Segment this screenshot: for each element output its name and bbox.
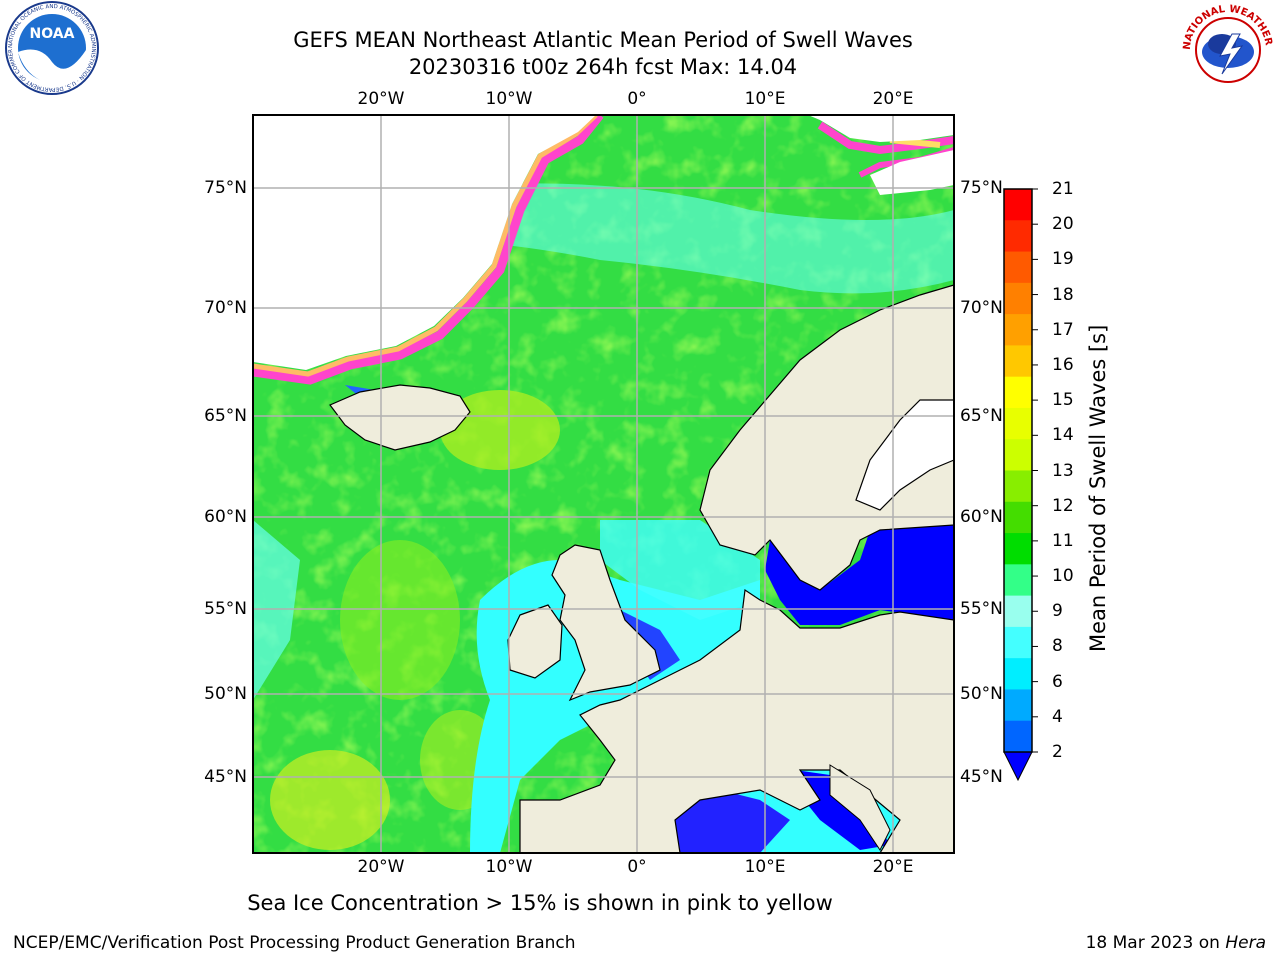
footer-date-text: 18 Mar 2023 on	[1085, 933, 1226, 953]
lat-tick-right: 50°N	[960, 684, 1003, 704]
lon-tick-bottom: 20°E	[872, 857, 914, 877]
colorbar-tick-label: 15	[1052, 390, 1074, 411]
footer-date: 18 Mar 2023 on Hera	[1086, 933, 1266, 953]
colorbar-bin	[1004, 720, 1032, 753]
map-frame	[252, 114, 955, 854]
footer-credit: NCEP/EMC/Verification Post Processing Pr…	[13, 933, 576, 953]
colorbar-tick-label: 9	[1052, 601, 1063, 622]
cyan-belt-north	[420, 183, 954, 294]
colorbar-tick-label: 16	[1052, 354, 1074, 375]
sea-ice-edge	[253, 115, 604, 385]
colorbar-bin	[1004, 658, 1032, 690]
nws-logo: NATIONAL WEATHER SERVICE	[1176, 0, 1274, 96]
colorbar-bin	[1004, 345, 1032, 378]
lon-tick-top: 10°W	[485, 89, 533, 109]
colorbar-bin	[1004, 564, 1032, 597]
colorbar-bin	[1004, 314, 1032, 346]
lon-tick-bottom: 0°	[627, 857, 647, 877]
lat-tick-left: 75°N	[204, 178, 247, 198]
colorbar-tick-label: 20	[1052, 214, 1074, 235]
noaa-logo-text: NOAA	[30, 26, 75, 42]
colorbar-tick-label: 21	[1052, 179, 1074, 199]
colorbar-bin	[1004, 595, 1032, 628]
lon-tick-top: 0°	[627, 89, 647, 109]
sea-ice-note: Sea Ice Concentration > 15% is shown in …	[247, 891, 833, 915]
colorbar	[1003, 188, 1038, 782]
colorbar-bin	[1004, 376, 1032, 409]
colorbar-tick-label: 17	[1052, 319, 1074, 340]
land-europe	[519, 588, 954, 853]
land-iceland	[329, 384, 471, 451]
lat-tick-left: 55°N	[204, 599, 247, 619]
noaa-logo: NOAA NATIONAL OCEANIC AND ATMOSPHERIC AD…	[0, 0, 99, 95]
lat-tick-right: 70°N	[960, 298, 1003, 318]
lat-tick-right: 75°N	[960, 178, 1003, 198]
lon-tick-bottom: 10°E	[744, 857, 786, 877]
lat-tick-left: 65°N	[204, 406, 247, 426]
footer-host: Hera	[1225, 933, 1266, 953]
baltic-sea	[765, 525, 954, 625]
graticule	[253, 115, 954, 853]
lat-tick-right: 65°N	[960, 406, 1003, 426]
land-great-britain	[551, 544, 661, 702]
colorbar-tick-label: 4	[1052, 706, 1063, 727]
colorbar-label: Mean Period of Swell Waves [s]	[1086, 324, 1110, 652]
lat-tick-right: 45°N	[960, 767, 1003, 787]
lon-tick-bottom: 10°W	[485, 857, 533, 877]
colorbar-bin	[1004, 407, 1032, 440]
colorbar-tick-label: 18	[1052, 284, 1074, 305]
colorbar-bin	[1004, 689, 1032, 722]
lat-tick-left: 45°N	[204, 767, 247, 787]
lat-tick-right: 55°N	[960, 599, 1003, 619]
colorbar-bin	[1004, 189, 1032, 221]
lat-tick-right: 60°N	[960, 507, 1003, 527]
colorbar-bin	[1004, 626, 1032, 659]
colorbar-bin	[1004, 470, 1032, 503]
lon-tick-top: 20°E	[872, 89, 914, 109]
colorbar-tick-label: 10	[1052, 566, 1074, 587]
colorbar-tick-label: 13	[1052, 460, 1074, 481]
lon-tick-top: 20°W	[357, 89, 405, 109]
colorbar-tick-label: 8	[1052, 636, 1063, 657]
greenland	[253, 115, 596, 370]
lat-tick-left: 70°N	[204, 298, 247, 318]
colorbar-bin	[1004, 282, 1032, 315]
land-scandinavia	[699, 284, 954, 591]
colorbar-tick-label: 11	[1052, 530, 1074, 551]
colorbar-tick-label: 2	[1052, 742, 1063, 762]
map-subtitle: 20230316 t00z 264h fcst Max: 14.04	[408, 55, 798, 79]
colorbar-bin	[1004, 220, 1032, 253]
colorbar-bin	[1004, 501, 1032, 534]
colorbar-tick-label: 12	[1052, 495, 1074, 516]
colorbar-bin	[1004, 251, 1032, 284]
svalbard	[808, 115, 954, 142]
map-title: GEFS MEAN Northeast Atlantic Mean Period…	[293, 28, 913, 52]
long-period-patch	[440, 390, 560, 470]
colorbar-bin	[1004, 439, 1032, 471]
lat-tick-left: 60°N	[204, 507, 247, 527]
lon-tick-bottom: 20°W	[357, 857, 405, 877]
lat-tick-left: 50°N	[204, 684, 247, 704]
colorbar-tick-label: 6	[1052, 671, 1063, 692]
colorbar-tick-label: 19	[1052, 249, 1074, 270]
colorbar-bin	[1004, 533, 1032, 565]
colorbar-tick-label: 14	[1052, 425, 1074, 446]
colorbar-extend-arrow	[1003, 751, 1033, 782]
lon-tick-top: 10°E	[744, 89, 786, 109]
